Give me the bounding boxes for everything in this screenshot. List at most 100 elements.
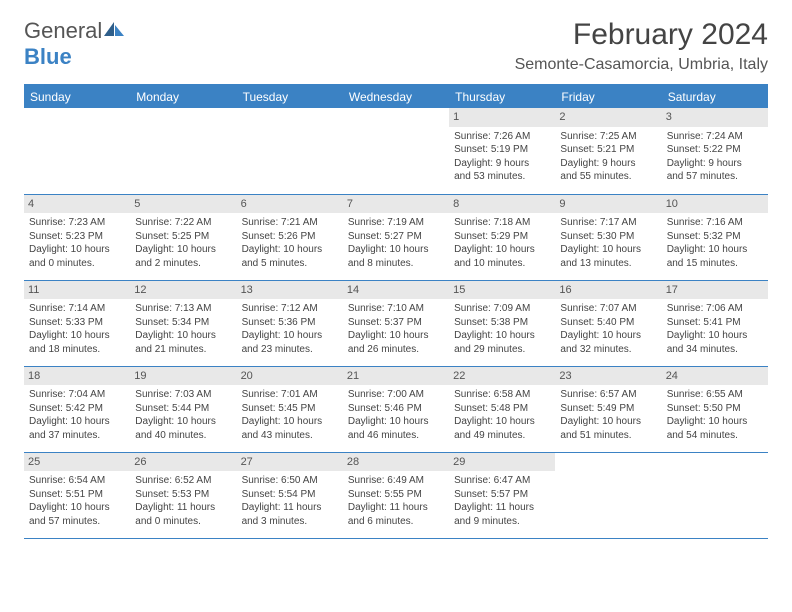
day-info-line: Sunset: 5:50 PM xyxy=(667,402,763,416)
calendar-day-cell: 14Sunrise: 7:10 AMSunset: 5:37 PMDayligh… xyxy=(343,280,449,366)
day-number: 4 xyxy=(24,195,130,214)
calendar-day-cell: 28Sunrise: 6:49 AMSunset: 5:55 PMDayligh… xyxy=(343,452,449,538)
day-info-line: Daylight: 9 hours xyxy=(667,157,763,171)
day-number: 22 xyxy=(449,367,555,386)
day-info-line: Sunset: 5:29 PM xyxy=(454,230,550,244)
day-info-line: and 29 minutes. xyxy=(454,343,550,357)
day-info-line: Sunset: 5:46 PM xyxy=(348,402,444,416)
logo-text-1: General xyxy=(24,18,102,43)
day-header: Tuesday xyxy=(237,85,343,108)
day-info-line: Sunset: 5:32 PM xyxy=(667,230,763,244)
day-info-line: Daylight: 11 hours xyxy=(454,501,550,515)
day-info-line: Sunrise: 7:18 AM xyxy=(454,216,550,230)
calendar-day-cell: 13Sunrise: 7:12 AMSunset: 5:36 PMDayligh… xyxy=(237,280,343,366)
day-info-line: Sunset: 5:21 PM xyxy=(560,143,656,157)
day-number: 5 xyxy=(130,195,236,214)
day-info-line: Sunrise: 7:13 AM xyxy=(135,302,231,316)
calendar-body: 1Sunrise: 7:26 AMSunset: 5:19 PMDaylight… xyxy=(24,108,768,538)
calendar-day-cell: 16Sunrise: 7:07 AMSunset: 5:40 PMDayligh… xyxy=(555,280,661,366)
day-info-line: and 43 minutes. xyxy=(242,429,338,443)
day-info-line: Sunrise: 7:06 AM xyxy=(667,302,763,316)
day-number: 17 xyxy=(662,281,768,300)
day-info-line: Sunrise: 7:00 AM xyxy=(348,388,444,402)
day-info-line: Sunset: 5:34 PM xyxy=(135,316,231,330)
day-info-line: Sunrise: 7:22 AM xyxy=(135,216,231,230)
day-info-line: Sunrise: 6:49 AM xyxy=(348,474,444,488)
day-info-line: and 9 minutes. xyxy=(454,515,550,529)
day-info-line: Sunset: 5:26 PM xyxy=(242,230,338,244)
calendar-day-cell: 22Sunrise: 6:58 AMSunset: 5:48 PMDayligh… xyxy=(449,366,555,452)
calendar-day-cell: 5 Sunrise: 7:22 AMSunset: 5:25 PMDaylight… xyxy=(130,194,236,280)
day-info-line: and 13 minutes. xyxy=(560,257,656,271)
day-info-line: Sunrise: 6:55 AM xyxy=(667,388,763,402)
day-info-line: and 57 minutes. xyxy=(667,170,763,184)
day-info-line: Daylight: 10 hours xyxy=(29,415,125,429)
day-info-line: Daylight: 10 hours xyxy=(667,243,763,257)
day-number: 6 xyxy=(237,195,343,214)
day-number: 13 xyxy=(237,281,343,300)
day-info-line: Daylight: 10 hours xyxy=(242,243,338,257)
day-info-line: Sunset: 5:57 PM xyxy=(454,488,550,502)
day-info-line: Sunset: 5:38 PM xyxy=(454,316,550,330)
day-number: 11 xyxy=(24,281,130,300)
calendar-day-cell: 24Sunrise: 6:55 AMSunset: 5:50 PMDayligh… xyxy=(662,366,768,452)
day-info-line: Sunset: 5:45 PM xyxy=(242,402,338,416)
day-info-line: and 37 minutes. xyxy=(29,429,125,443)
day-number: 20 xyxy=(237,367,343,386)
day-info-line: Sunrise: 7:07 AM xyxy=(560,302,656,316)
day-info-line: Daylight: 10 hours xyxy=(667,329,763,343)
day-info-line: and 21 minutes. xyxy=(135,343,231,357)
calendar-day-cell: 6Sunrise: 7:21 AMSunset: 5:26 PMDaylight… xyxy=(237,194,343,280)
day-number: 27 xyxy=(237,453,343,472)
calendar-week-row: 18Sunrise: 7:04 AMSunset: 5:42 PMDayligh… xyxy=(24,366,768,452)
day-info-line: Daylight: 11 hours xyxy=(348,501,444,515)
day-info-line: Sunrise: 7:12 AM xyxy=(242,302,338,316)
day-info-line: Sunset: 5:22 PM xyxy=(667,143,763,157)
calendar-day-cell: 11Sunrise: 7:14 AMSunset: 5:33 PMDayligh… xyxy=(24,280,130,366)
day-info-line: and 49 minutes. xyxy=(454,429,550,443)
calendar-day-cell: 15Sunrise: 7:09 AMSunset: 5:38 PMDayligh… xyxy=(449,280,555,366)
day-header-row: Sunday Monday Tuesday Wednesday Thursday… xyxy=(24,85,768,108)
day-number: 3 xyxy=(662,108,768,127)
calendar-week-row: 4Sunrise: 7:23 AMSunset: 5:23 PMDaylight… xyxy=(24,194,768,280)
calendar-day-cell: 21Sunrise: 7:00 AMSunset: 5:46 PMDayligh… xyxy=(343,366,449,452)
day-info-line: Sunrise: 6:57 AM xyxy=(560,388,656,402)
calendar-empty-cell xyxy=(343,108,449,194)
day-info-line: and 57 minutes. xyxy=(29,515,125,529)
header: General Blue February 2024 Semonte-Casam… xyxy=(24,18,768,74)
day-info-line: Sunrise: 7:23 AM xyxy=(29,216,125,230)
day-info-line: Sunrise: 6:47 AM xyxy=(454,474,550,488)
day-number: 2 xyxy=(555,108,661,127)
day-info-line: Daylight: 9 hours xyxy=(560,157,656,171)
day-info-line: Daylight: 10 hours xyxy=(135,415,231,429)
calendar-day-cell: 20Sunrise: 7:01 AMSunset: 5:45 PMDayligh… xyxy=(237,366,343,452)
title-block: February 2024 Semonte-Casamorcia, Umbria… xyxy=(515,18,768,74)
calendar-week-row: 25Sunrise: 6:54 AMSunset: 5:51 PMDayligh… xyxy=(24,452,768,538)
day-info-line: Sunrise: 7:17 AM xyxy=(560,216,656,230)
day-info-line: and 55 minutes. xyxy=(560,170,656,184)
day-info-line: and 53 minutes. xyxy=(454,170,550,184)
calendar-day-cell: 17Sunrise: 7:06 AMSunset: 5:41 PMDayligh… xyxy=(662,280,768,366)
day-info-line: Daylight: 10 hours xyxy=(242,415,338,429)
day-info-line: Daylight: 10 hours xyxy=(348,243,444,257)
day-number: 7 xyxy=(343,195,449,214)
day-info-line: Daylight: 10 hours xyxy=(135,243,231,257)
calendar-empty-cell xyxy=(130,108,236,194)
calendar-day-cell: 1Sunrise: 7:26 AMSunset: 5:19 PMDaylight… xyxy=(449,108,555,194)
day-info-line: Sunset: 5:25 PM xyxy=(135,230,231,244)
day-info-line: and 18 minutes. xyxy=(29,343,125,357)
day-info-line: and 40 minutes. xyxy=(135,429,231,443)
day-info-line: Daylight: 10 hours xyxy=(135,329,231,343)
day-info-line: Daylight: 10 hours xyxy=(560,243,656,257)
day-info-line: and 3 minutes. xyxy=(242,515,338,529)
day-number: 26 xyxy=(130,453,236,472)
day-info-line: Daylight: 10 hours xyxy=(29,243,125,257)
day-number: 14 xyxy=(343,281,449,300)
day-info-line: Sunrise: 7:09 AM xyxy=(454,302,550,316)
day-info-line: Sunset: 5:51 PM xyxy=(29,488,125,502)
day-info-line: and 46 minutes. xyxy=(348,429,444,443)
day-info-line: Sunrise: 7:24 AM xyxy=(667,130,763,144)
day-info-line: and 2 minutes. xyxy=(135,257,231,271)
day-info-line: Sunset: 5:33 PM xyxy=(29,316,125,330)
day-number: 15 xyxy=(449,281,555,300)
